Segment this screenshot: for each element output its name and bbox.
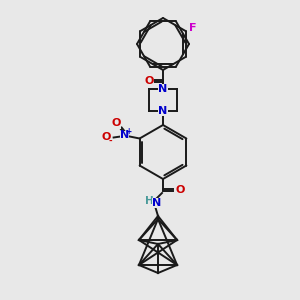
Text: N: N: [152, 198, 162, 208]
Text: O: O: [112, 118, 121, 128]
Text: O: O: [175, 185, 185, 195]
Text: F: F: [189, 23, 196, 33]
Text: N: N: [158, 84, 168, 94]
Text: N: N: [158, 106, 168, 116]
Text: N: N: [120, 130, 129, 140]
Text: +: +: [125, 127, 132, 136]
Text: O: O: [102, 133, 111, 142]
Text: -: -: [109, 137, 112, 146]
Text: H: H: [145, 196, 153, 206]
Text: O: O: [144, 76, 154, 86]
